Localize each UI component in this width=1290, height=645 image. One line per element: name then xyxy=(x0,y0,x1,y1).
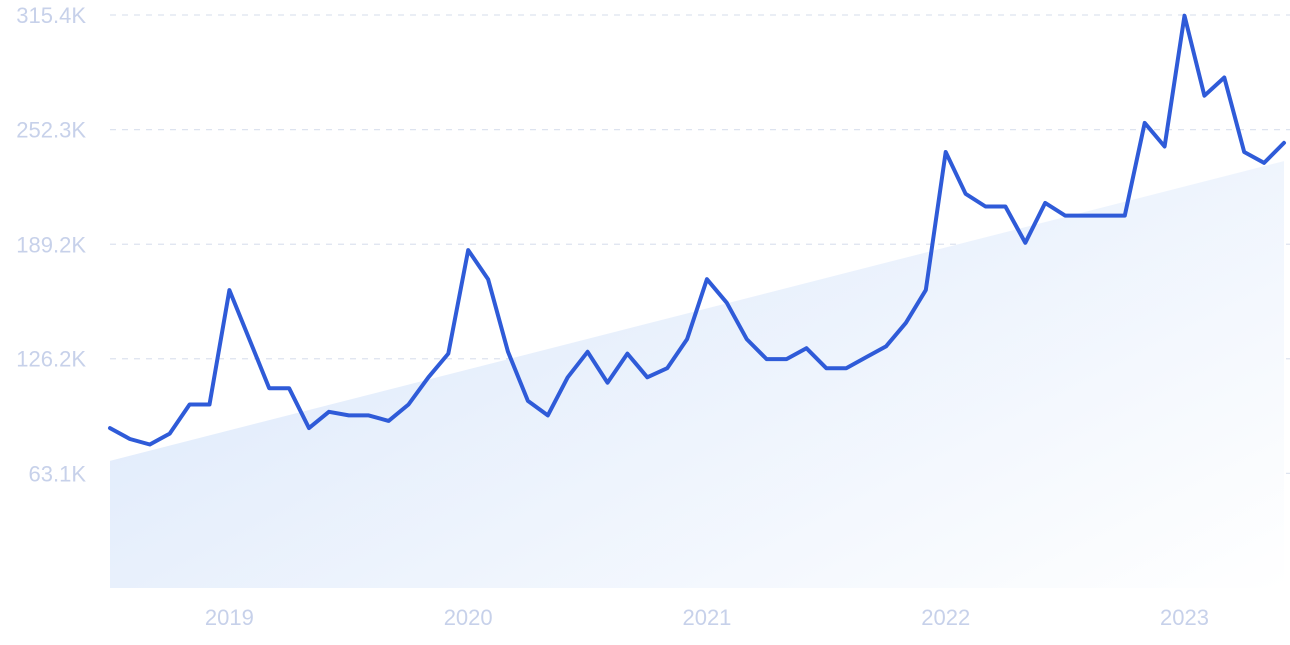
trend-area-layer xyxy=(110,161,1284,588)
series-line xyxy=(108,13,1286,447)
y-tick-label: 315.4K xyxy=(16,3,86,28)
series-layer xyxy=(108,13,1286,447)
y-tick-label: 126.2K xyxy=(16,347,86,372)
x-tick-label: 2019 xyxy=(205,605,254,630)
y-tick-label: 63.1K xyxy=(29,461,87,486)
y-tick-label: 252.3K xyxy=(16,118,86,143)
x-tick-label: 2023 xyxy=(1160,605,1209,630)
x-tick-label: 2021 xyxy=(682,605,731,630)
x-tick-label: 2022 xyxy=(921,605,970,630)
x-tick-label: 2020 xyxy=(444,605,493,630)
y-axis-ticks: 315.4K 252.3K 189.2K 126.2K 63.1K xyxy=(16,3,86,486)
x-axis-ticks: 2019 2020 2021 2022 2023 xyxy=(205,605,1209,630)
y-tick-label: 189.2K xyxy=(16,232,86,257)
trend-area xyxy=(110,161,1284,588)
